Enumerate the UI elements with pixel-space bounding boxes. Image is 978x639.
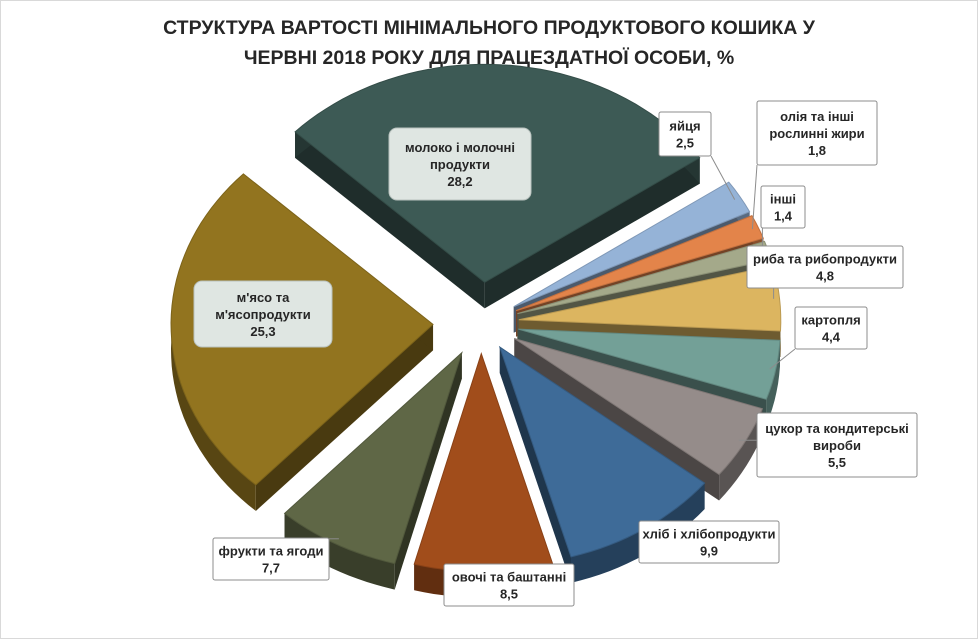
slice-value-potato: 4,4 (822, 330, 841, 345)
slice-label-vegetables: овочі та баштанні 8,5 (443, 563, 575, 607)
slice-name-other: інші (770, 192, 796, 207)
slice-name-sugar: цукор та кондитерські (765, 421, 909, 436)
slice-value-other: 1,4 (774, 209, 793, 224)
slice-label-meat: м'ясо та м'ясопродукти 25,3 (193, 280, 333, 348)
chart-title-line-1: СТРУКТУРА ВАРТОСТІ МІНІМАЛЬНОГО ПРОДУКТО… (163, 17, 815, 39)
slice-value-oil: 1,8 (808, 143, 826, 158)
slice-value-fruits: 7,7 (262, 561, 280, 576)
slice-name-meat: м'ясопродукти (215, 307, 311, 322)
slice-name-dairy: продукти (430, 157, 490, 172)
slice-value-bread: 9,9 (700, 544, 718, 559)
slice-name-fish: риба та рибопродукти (753, 252, 897, 267)
slice-value-fish: 4,8 (816, 269, 834, 284)
slice-value-vegetables: 8,5 (500, 587, 518, 602)
slice-name-eggs: яйця (669, 119, 700, 134)
slice-name-bread: хліб і хлібопродукти (642, 527, 775, 542)
slice-name-potato: картопля (801, 313, 860, 328)
slice-label-bread: хліб і хлібопродукти 9,9 (638, 520, 780, 564)
chart-title: СТРУКТУРА ВАРТОСТІ МІНІМАЛЬНОГО ПРОДУКТО… (61, 13, 917, 73)
slice-label-eggs: яйця 2,5 (658, 111, 736, 200)
slice-label-fruits: фрукти та ягоди 7,7 (212, 537, 339, 581)
slice-value-sugar: 5,5 (828, 455, 846, 470)
slice-label-other: інші 1,4 (760, 185, 806, 253)
slice-name-fruits: фрукти та ягоди (219, 544, 324, 559)
slice-name-vegetables: овочі та баштанні (452, 570, 566, 585)
slice-value-meat: 25,3 (250, 324, 275, 339)
pie-slice-fruits (283, 351, 463, 590)
slice-name-sugar: вироби (813, 438, 861, 453)
slice-label-dairy: молоко і молочні продукти 28,2 (388, 127, 532, 201)
pie-slice-bread (498, 345, 706, 583)
slice-value-eggs: 2,5 (676, 136, 694, 151)
chart-title-line-2: ЧЕРВНІ 2018 РОКУ ДЛЯ ПРАЦЕЗДАТНОЇ ОСОБИ,… (243, 47, 735, 69)
slice-label-fish: риба та рибопродукти 4,8 (746, 245, 904, 299)
slice-name-oil: олія та інші (780, 109, 854, 124)
slice-label-sugar: цукор та кондитерські вироби 5,5 (738, 412, 918, 478)
slice-value-dairy: 28,2 (447, 174, 472, 189)
slice-label-oil: олія та інші рослинні жири 1,8 (751, 100, 878, 230)
slice-name-meat: м'ясо та (237, 290, 290, 305)
slice-name-oil: рослинні жири (769, 126, 864, 141)
pie-slice-sugar (514, 338, 764, 501)
slice-name-dairy: молоко і молочні (405, 140, 515, 155)
slice-label-potato: картопля 4,4 (769, 306, 868, 370)
